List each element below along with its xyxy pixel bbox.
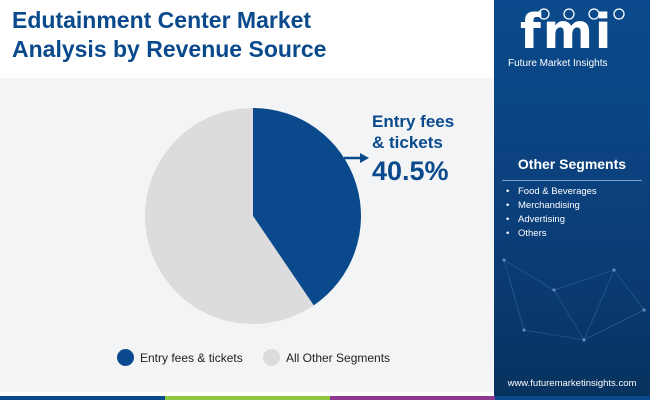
logo-letters: fmi	[520, 4, 614, 60]
logo-caption: Future Market Insights	[508, 58, 608, 69]
other-segments-list: Food & Beverages Merchandising Advertisi…	[504, 185, 597, 241]
callout-entry-fees: Entry fees & tickets 40.5%	[372, 111, 454, 187]
callout-arrow	[344, 153, 369, 163]
callout-label-line-2: & tickets	[372, 133, 443, 152]
legend-swatch-entry-fees	[117, 349, 134, 367]
callout-value: 40.5%	[372, 156, 449, 186]
network-decoration	[502, 258, 646, 342]
legend-label-other: All Other Segments	[286, 350, 391, 365]
bottom-color-bar	[0, 396, 650, 400]
fmi-logo: fmi Future Market Insights	[494, 0, 650, 78]
pie-slice-all-other-segments	[145, 108, 314, 324]
title-band: Edutainment Center Market Analysis by Re…	[0, 0, 494, 78]
other-segment-item: Others	[504, 227, 597, 241]
logo-icons	[538, 8, 625, 20]
website-link[interactable]: www.futuremarketinsights.com	[507, 378, 637, 389]
page-title: Edutainment Center Market Analysis by Re…	[12, 6, 482, 64]
legend-swatch-other	[263, 349, 280, 367]
legend-item-entry-fees: Entry fees & tickets	[117, 349, 243, 367]
other-segment-item: Advertising	[504, 213, 597, 227]
other-segment-item: Food & Beverages	[504, 185, 597, 199]
other-segment-item: Merchandising	[504, 199, 597, 213]
other-segments-divider	[502, 180, 642, 181]
pie-chart	[145, 108, 369, 324]
callout-label-line-1: Entry fees	[372, 112, 455, 131]
legend-item-other: All Other Segments	[263, 349, 390, 367]
other-segments-title: Other Segments	[517, 156, 627, 172]
pie-slice-entry-fees-tickets	[253, 108, 362, 306]
title-line-2: Analysis by Revenue Source	[12, 36, 327, 62]
legend-label-entry-fees: Entry fees & tickets	[140, 350, 243, 365]
title-line-1: Edutainment Center Market	[12, 7, 312, 33]
sidebar: fmi Future Market Insights Other Segment…	[494, 0, 650, 400]
